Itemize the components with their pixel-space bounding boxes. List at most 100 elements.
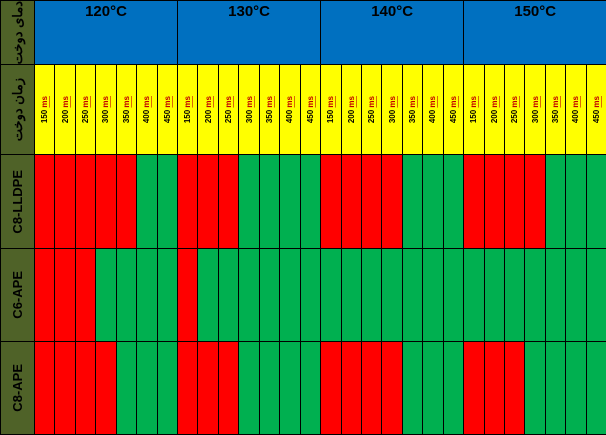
result-cell-pass bbox=[382, 248, 402, 341]
time-value: 250 bbox=[510, 108, 519, 124]
result-cell-fail bbox=[35, 155, 55, 248]
result-cell-fail bbox=[525, 155, 545, 248]
result-cell-pass bbox=[280, 248, 300, 341]
result-cell-pass bbox=[137, 342, 157, 435]
time-unit: ms bbox=[285, 96, 294, 108]
time-label: 450 ms bbox=[449, 96, 458, 123]
time-header-0-2: 250 ms bbox=[75, 65, 95, 155]
time-value: 300 bbox=[531, 108, 540, 124]
time-unit: ms bbox=[306, 96, 315, 108]
material-label: C6-APE bbox=[10, 271, 25, 319]
time-value: 250 bbox=[367, 108, 376, 124]
temperature-header-3: 150°C bbox=[464, 1, 606, 65]
time-value: 400 bbox=[142, 108, 151, 124]
result-cell-fail bbox=[35, 248, 55, 341]
result-cell-pass bbox=[464, 248, 484, 341]
time-unit: ms bbox=[40, 96, 49, 108]
time-label: 350 ms bbox=[265, 96, 274, 123]
time-unit: ms bbox=[122, 96, 131, 108]
time-unit: ms bbox=[428, 96, 437, 108]
result-cell-fail bbox=[198, 342, 218, 435]
result-cell-pass bbox=[157, 342, 178, 435]
result-cell-pass bbox=[259, 342, 279, 435]
time-label: 400 ms bbox=[285, 96, 294, 123]
time-header-1-3: 300 ms bbox=[239, 65, 259, 155]
time-label: 150 ms bbox=[183, 96, 192, 123]
result-cell-fail bbox=[96, 155, 116, 248]
time-label: 200 ms bbox=[61, 96, 70, 123]
result-cell-pass bbox=[566, 342, 586, 435]
time-label: 400 ms bbox=[142, 96, 151, 123]
result-cell-fail bbox=[75, 342, 95, 435]
time-label: 250 ms bbox=[367, 96, 376, 123]
result-cell-pass bbox=[116, 248, 136, 341]
time-unit: ms bbox=[551, 96, 560, 108]
time-unit: ms bbox=[510, 96, 519, 108]
result-cell-pass bbox=[300, 248, 321, 341]
time-value: 350 bbox=[551, 108, 560, 124]
result-cell-fail bbox=[35, 342, 55, 435]
result-cell-fail bbox=[321, 155, 341, 248]
header-label-temperature: دمای دوخت bbox=[1, 1, 35, 65]
result-cell-pass bbox=[443, 248, 464, 341]
time-unit: ms bbox=[531, 96, 540, 108]
result-cell-pass bbox=[157, 155, 178, 248]
time-header-3-5: 400 ms bbox=[566, 65, 586, 155]
temperature-header-1: 130°C bbox=[178, 1, 321, 65]
time-header-3-0: 150 ms bbox=[464, 65, 484, 155]
time-label: 350 ms bbox=[122, 96, 131, 123]
time-label: 300 ms bbox=[245, 96, 254, 123]
result-cell-pass bbox=[545, 155, 565, 248]
result-cell-fail bbox=[218, 155, 238, 248]
time-unit: ms bbox=[101, 96, 110, 108]
result-cell-fail bbox=[382, 155, 402, 248]
time-header-2-1: 200 ms bbox=[341, 65, 361, 155]
time-label: 350 ms bbox=[551, 96, 560, 123]
result-cell-pass bbox=[300, 342, 321, 435]
result-cell-fail bbox=[361, 342, 381, 435]
time-unit: ms bbox=[408, 96, 417, 108]
result-cell-pass bbox=[423, 155, 443, 248]
time-unit: ms bbox=[183, 96, 192, 108]
time-header-3-2: 250 ms bbox=[504, 65, 524, 155]
result-cell-pass bbox=[586, 342, 606, 435]
time-value: 200 bbox=[347, 108, 356, 124]
result-cell-pass bbox=[116, 342, 136, 435]
time-unit: ms bbox=[163, 96, 172, 108]
time-value: 300 bbox=[245, 108, 254, 124]
result-cell-pass bbox=[239, 155, 259, 248]
time-unit: ms bbox=[224, 96, 233, 108]
time-value: 300 bbox=[388, 108, 397, 124]
material-label: C8-APE bbox=[10, 364, 25, 412]
time-unit: ms bbox=[142, 96, 151, 108]
result-cell-pass bbox=[484, 248, 504, 341]
result-cell-fail bbox=[504, 342, 524, 435]
material-label: C8-LLDPE bbox=[10, 170, 25, 234]
time-label: 250 ms bbox=[224, 96, 233, 123]
time-value: 250 bbox=[224, 108, 233, 124]
time-header-0-0: 150 ms bbox=[35, 65, 55, 155]
time-value: 200 bbox=[490, 108, 499, 124]
time-value: 150 bbox=[183, 108, 192, 124]
result-cell-fail bbox=[341, 342, 361, 435]
result-cell-fail bbox=[178, 155, 198, 248]
time-header-3-3: 300 ms bbox=[525, 65, 545, 155]
material-row: C6-APE bbox=[1, 248, 606, 341]
result-cell-pass bbox=[137, 248, 157, 341]
result-cell-fail bbox=[178, 342, 198, 435]
result-cell-fail bbox=[484, 342, 504, 435]
time-header-0-1: 200 ms bbox=[55, 65, 75, 155]
result-cell-pass bbox=[361, 248, 381, 341]
result-cell-pass bbox=[525, 342, 545, 435]
time-label: 400 ms bbox=[428, 96, 437, 123]
result-cell-pass bbox=[280, 342, 300, 435]
time-label: 150 ms bbox=[469, 96, 478, 123]
result-cell-pass bbox=[545, 248, 565, 341]
result-cell-pass bbox=[239, 342, 259, 435]
time-header-0-5: 400 ms bbox=[137, 65, 157, 155]
time-value: 200 bbox=[61, 108, 70, 124]
result-cell-pass bbox=[218, 248, 238, 341]
time-label: 250 ms bbox=[81, 96, 90, 123]
time-header-1-5: 400 ms bbox=[280, 65, 300, 155]
material-row: C8-APE bbox=[1, 342, 606, 435]
